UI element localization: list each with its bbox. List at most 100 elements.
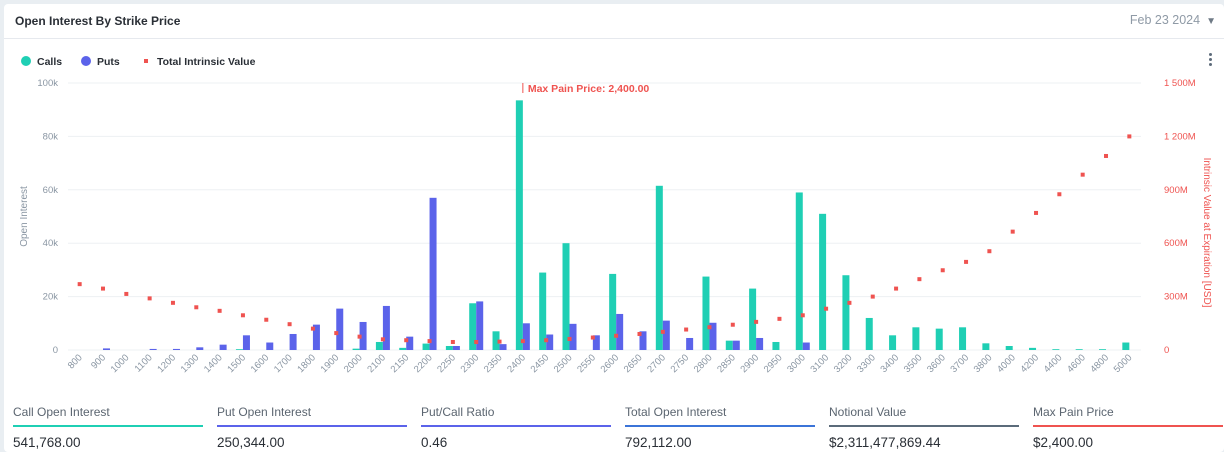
intrinsic-point[interactable]: [940, 268, 945, 273]
intrinsic-point[interactable]: [240, 313, 245, 318]
bar-puts[interactable]: [709, 322, 717, 350]
bar-puts[interactable]: [499, 344, 507, 350]
bar-puts[interactable]: [639, 331, 647, 350]
bar-calls[interactable]: [1029, 347, 1037, 350]
bar-calls[interactable]: [375, 341, 383, 350]
intrinsic-point[interactable]: [194, 305, 199, 310]
intrinsic-point[interactable]: [847, 300, 852, 305]
bar-puts[interactable]: [732, 340, 740, 350]
legend-marker[interactable]: [81, 56, 91, 66]
intrinsic-point[interactable]: [987, 249, 992, 254]
intrinsic-point[interactable]: [474, 339, 479, 344]
bar-calls[interactable]: [772, 341, 780, 350]
bar-calls[interactable]: [609, 273, 617, 350]
bar-puts[interactable]: [686, 337, 694, 350]
intrinsic-point[interactable]: [544, 338, 549, 343]
intrinsic-point[interactable]: [567, 336, 572, 341]
intrinsic-point[interactable]: [590, 335, 595, 340]
intrinsic-point[interactable]: [147, 296, 152, 301]
bar-puts[interactable]: [242, 335, 250, 350]
intrinsic-point[interactable]: [450, 339, 455, 344]
bar-puts[interactable]: [406, 336, 414, 350]
intrinsic-point[interactable]: [520, 339, 525, 344]
bar-puts[interactable]: [312, 324, 320, 350]
bar-puts[interactable]: [336, 308, 344, 350]
bar-calls[interactable]: [749, 288, 757, 350]
bar-calls[interactable]: [235, 349, 243, 350]
legend-marker[interactable]: [144, 59, 148, 63]
bar-calls[interactable]: [655, 185, 663, 350]
date-selector[interactable]: Feb 23 2024 ▼: [1130, 13, 1216, 27]
legend-item-intrinsic[interactable]: Total Intrinsic Value: [157, 56, 256, 68]
intrinsic-point[interactable]: [800, 313, 805, 318]
intrinsic-point[interactable]: [730, 322, 735, 327]
intrinsic-point[interactable]: [264, 317, 269, 322]
intrinsic-point[interactable]: [310, 326, 315, 331]
intrinsic-point[interactable]: [100, 286, 105, 291]
bar-puts[interactable]: [172, 348, 180, 350]
bar-puts[interactable]: [382, 305, 390, 350]
legend-item-calls[interactable]: Calls: [37, 56, 62, 68]
bar-puts[interactable]: [359, 321, 367, 350]
bar-puts[interactable]: [102, 348, 110, 350]
intrinsic-point[interactable]: [404, 338, 409, 343]
intrinsic-point[interactable]: [707, 325, 712, 330]
bar-puts[interactable]: [522, 323, 530, 350]
bar-puts[interactable]: [756, 337, 764, 350]
intrinsic-point[interactable]: [334, 331, 339, 336]
intrinsic-point[interactable]: [684, 327, 689, 332]
bar-puts[interactable]: [219, 344, 227, 350]
intrinsic-point[interactable]: [357, 334, 362, 339]
intrinsic-point[interactable]: [1104, 153, 1109, 158]
bar-puts[interactable]: [149, 348, 157, 350]
bar-puts[interactable]: [569, 323, 577, 350]
intrinsic-point[interactable]: [777, 316, 782, 321]
intrinsic-point[interactable]: [427, 339, 432, 344]
bar-puts[interactable]: [662, 320, 670, 350]
bar-calls[interactable]: [795, 192, 803, 350]
intrinsic-point[interactable]: [497, 339, 502, 344]
intrinsic-point[interactable]: [77, 282, 82, 287]
bar-puts[interactable]: [802, 342, 810, 350]
bar-calls[interactable]: [1005, 345, 1013, 350]
more-vertical-icon[interactable]: [1208, 53, 1214, 69]
intrinsic-point[interactable]: [170, 300, 175, 305]
bar-calls[interactable]: [912, 327, 920, 350]
intrinsic-point[interactable]: [124, 291, 129, 296]
bar-calls[interactable]: [562, 243, 570, 350]
bar-calls[interactable]: [1075, 349, 1083, 350]
intrinsic-point[interactable]: [217, 308, 222, 313]
bar-calls[interactable]: [865, 317, 873, 350]
intrinsic-point[interactable]: [1127, 134, 1132, 139]
bar-calls[interactable]: [935, 328, 943, 350]
bar-puts[interactable]: [452, 345, 460, 350]
intrinsic-point[interactable]: [824, 306, 829, 311]
bar-calls[interactable]: [1052, 349, 1060, 350]
intrinsic-point[interactable]: [894, 286, 899, 291]
intrinsic-point[interactable]: [380, 337, 385, 342]
bar-calls[interactable]: [959, 327, 967, 350]
bar-puts[interactable]: [266, 342, 274, 350]
bar-calls[interactable]: [1099, 349, 1107, 350]
bar-calls[interactable]: [469, 303, 477, 350]
intrinsic-point[interactable]: [660, 329, 665, 334]
intrinsic-point[interactable]: [870, 294, 875, 299]
intrinsic-point[interactable]: [637, 331, 642, 336]
intrinsic-point[interactable]: [917, 277, 922, 282]
bar-calls[interactable]: [1122, 342, 1130, 350]
intrinsic-point[interactable]: [287, 322, 292, 327]
bar-calls[interactable]: [539, 272, 547, 350]
bar-calls[interactable]: [399, 347, 407, 350]
bar-puts[interactable]: [592, 335, 600, 350]
bar-puts[interactable]: [429, 197, 437, 350]
intrinsic-point[interactable]: [1034, 210, 1039, 215]
bar-calls[interactable]: [702, 276, 710, 350]
bar-calls[interactable]: [725, 340, 733, 350]
bar-calls[interactable]: [422, 343, 430, 350]
intrinsic-point[interactable]: [754, 319, 759, 324]
bar-calls[interactable]: [352, 348, 360, 350]
bar-calls[interactable]: [982, 343, 990, 350]
legend-marker[interactable]: [21, 56, 31, 66]
bar-puts[interactable]: [616, 313, 624, 350]
intrinsic-point[interactable]: [1057, 192, 1062, 197]
